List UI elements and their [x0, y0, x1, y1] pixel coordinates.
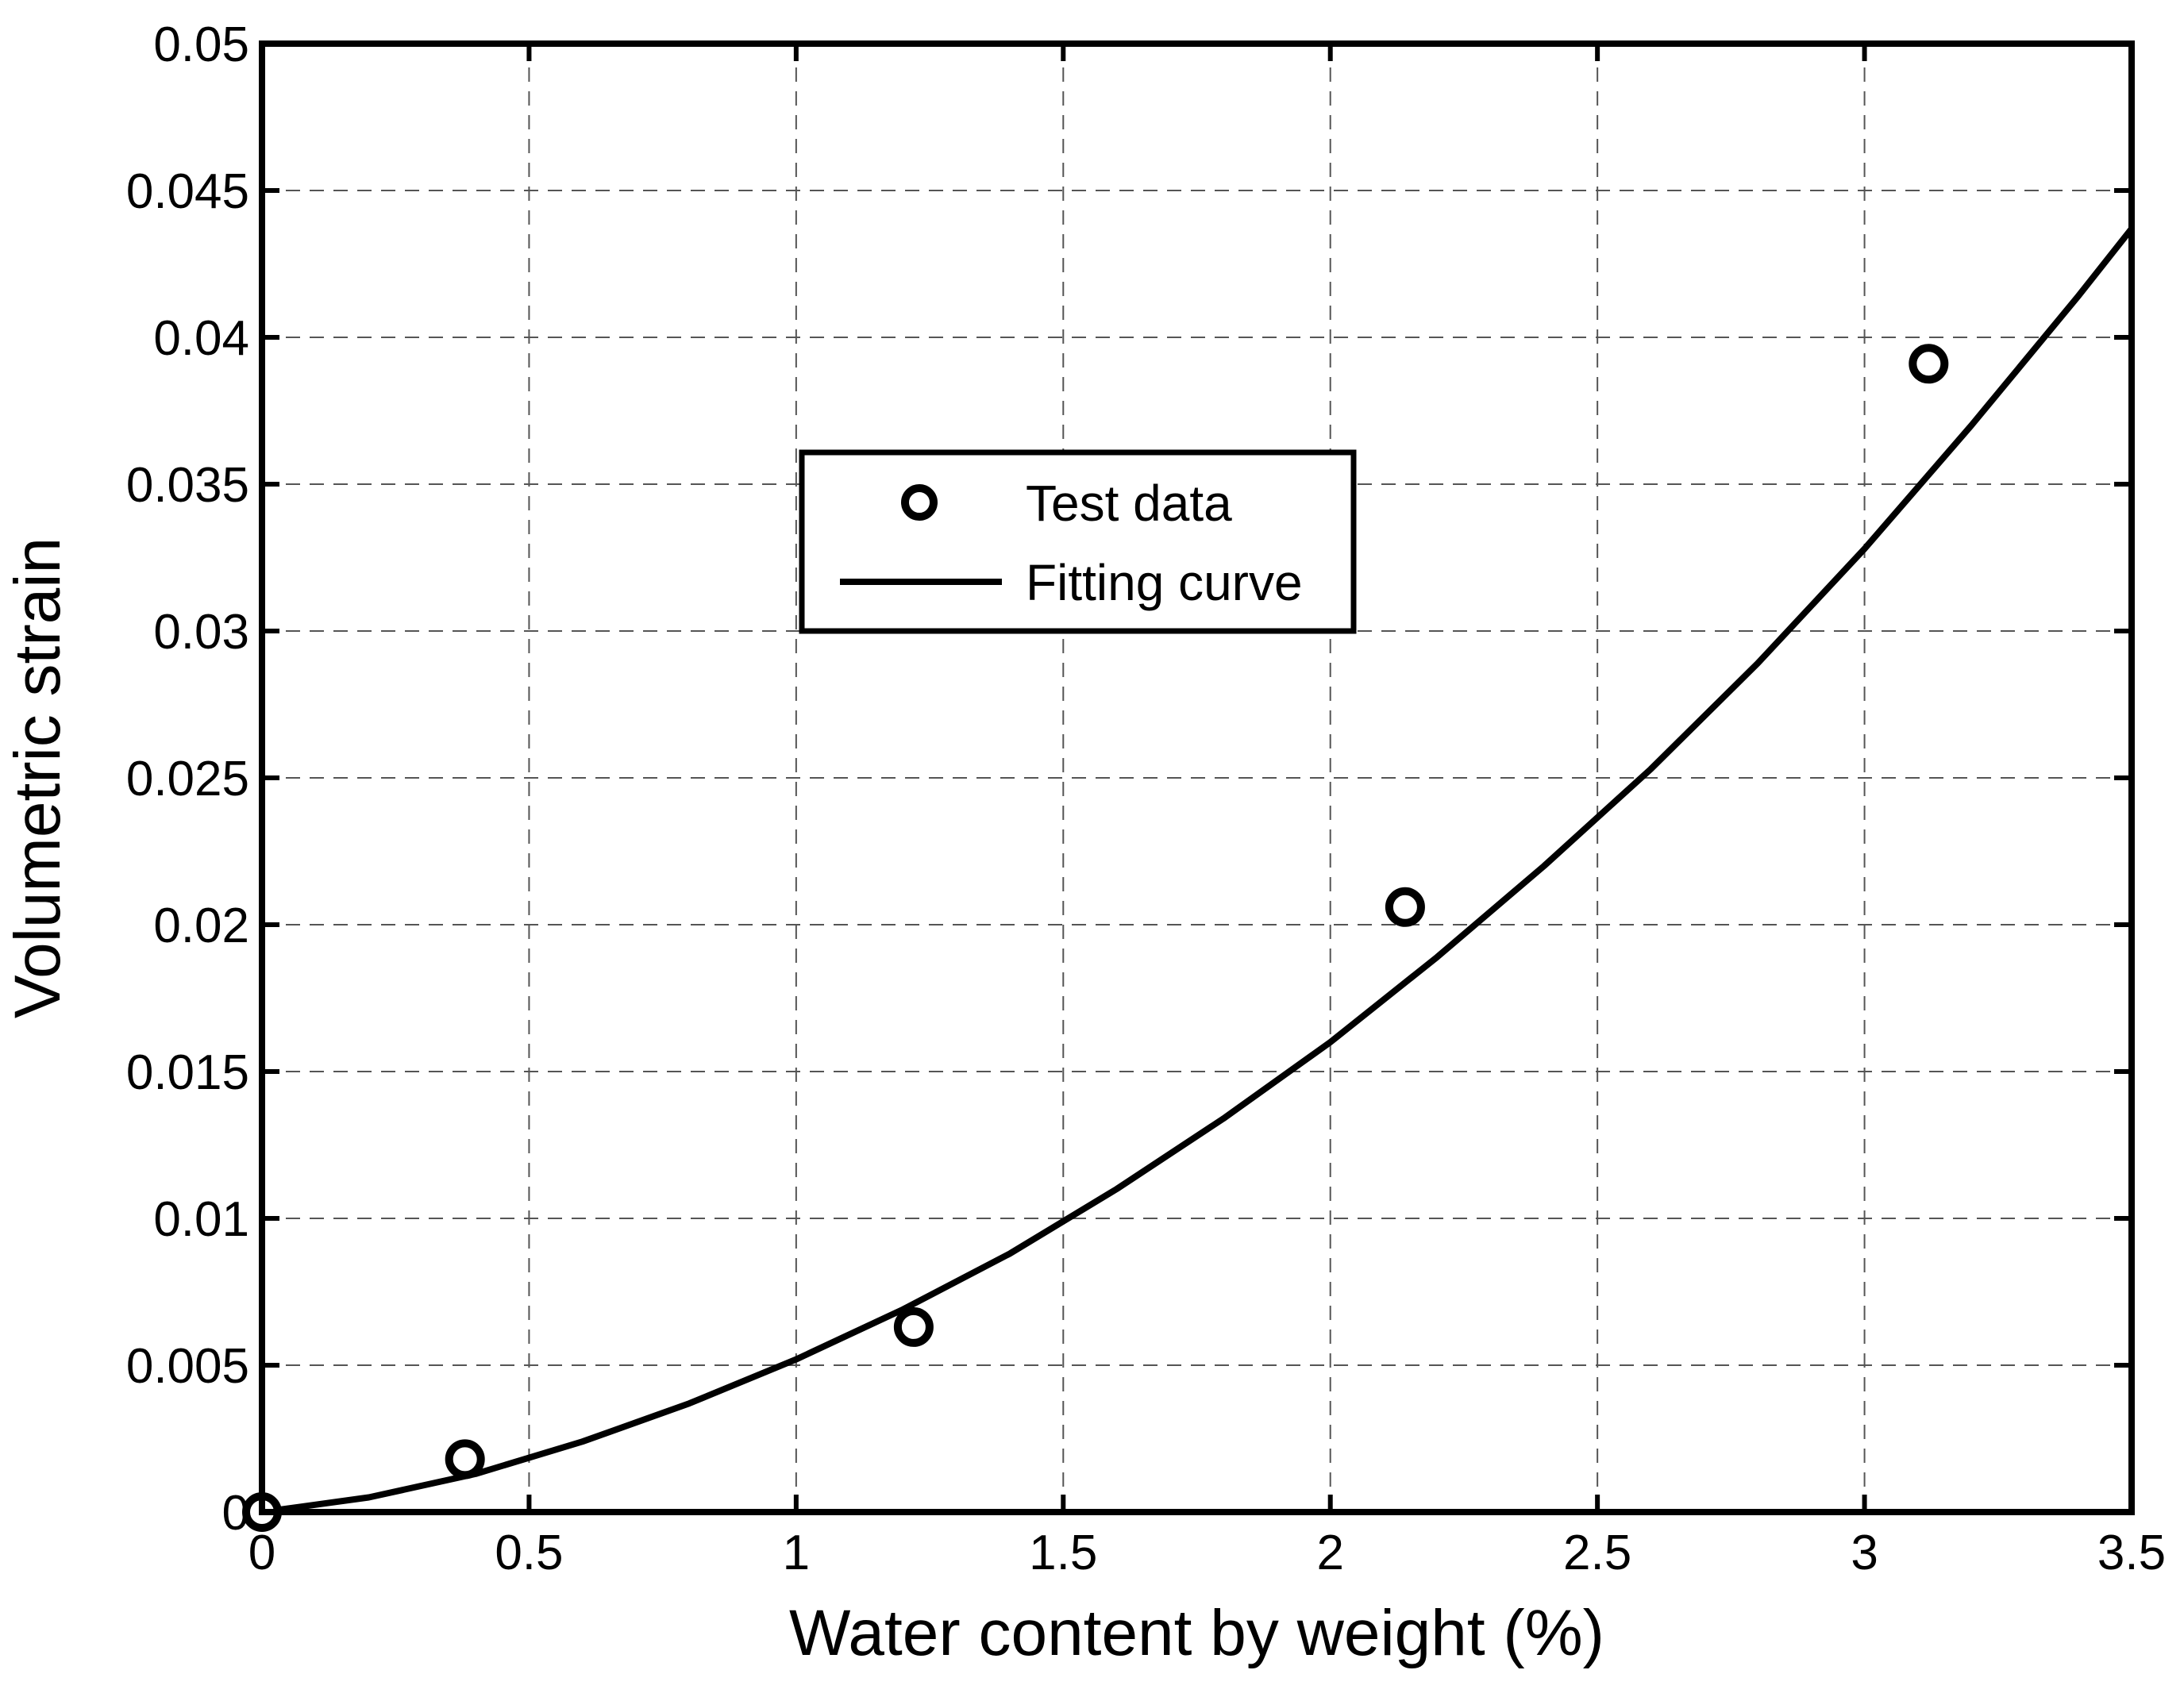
x-tick-label: 3.5: [2097, 1526, 2166, 1580]
test-data-layer: [242, 344, 1949, 1532]
y-tick-label: 0: [222, 1486, 249, 1541]
y-tick-label: 0.045: [126, 164, 249, 219]
x-tick-label: 3: [1851, 1526, 1878, 1580]
y-tick-label: 0.035: [126, 458, 249, 513]
y-tick-label: 0.025: [126, 752, 249, 806]
x-tick-labels: 0 0.5 1 1.5 2 2.5 3 3.5: [248, 1526, 2166, 1580]
y-tick-label: 0.015: [126, 1045, 249, 1100]
test-data-point: [1385, 887, 1425, 927]
grid-lines: [262, 44, 2132, 1512]
test-data-point: [893, 1306, 934, 1347]
x-axis-label: Water content by weight (%): [789, 1597, 1604, 1669]
x-tick-label: 0.5: [495, 1526, 563, 1580]
fitting-curve-layer: [261, 226, 2135, 1515]
x-tick-label: 0: [248, 1526, 275, 1580]
x-tick-label: 2: [1316, 1526, 1343, 1580]
legend-label-test-data: Test data: [1026, 475, 1232, 532]
test-data-point: [445, 1439, 485, 1480]
legend-label-fitting-curve: Fitting curve: [1026, 554, 1303, 611]
fitting-curve-line: [261, 226, 2135, 1515]
y-tick-label: 0.03: [153, 605, 249, 660]
axis-ticks: [260, 41, 2134, 1514]
y-tick-labels: 0 0.005 0.01 0.015 0.02 0.025 0.03 0.035 0.04 0.0…: [126, 17, 249, 1541]
y-tick-label: 0.005: [126, 1339, 249, 1394]
legend-box: [799, 449, 1357, 634]
y-tick-label: 0.02: [153, 899, 249, 953]
legend-circle-marker-icon: [901, 484, 938, 521]
x-tick-label: 1.5: [1029, 1526, 1097, 1580]
test-data-point: [1909, 344, 1949, 384]
y-axis-label: Volumetric strain: [2, 537, 74, 1018]
y-tick-label: 0.04: [153, 311, 249, 366]
x-tick-label: 2.5: [1563, 1526, 1631, 1580]
y-tick-label: 0.01: [153, 1192, 249, 1247]
y-tick-label: 0.05: [153, 17, 249, 72]
x-tick-label: 1: [783, 1526, 810, 1580]
legend: Test data Fitting curve: [799, 449, 1357, 634]
